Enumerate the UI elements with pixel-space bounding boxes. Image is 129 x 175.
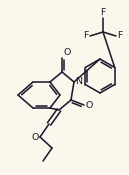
- Text: F: F: [100, 8, 106, 17]
- Text: F: F: [117, 32, 122, 40]
- Text: O: O: [85, 100, 92, 110]
- Text: F: F: [84, 32, 89, 40]
- Text: O: O: [63, 48, 70, 57]
- Text: O: O: [32, 132, 39, 142]
- Text: N: N: [75, 78, 82, 86]
